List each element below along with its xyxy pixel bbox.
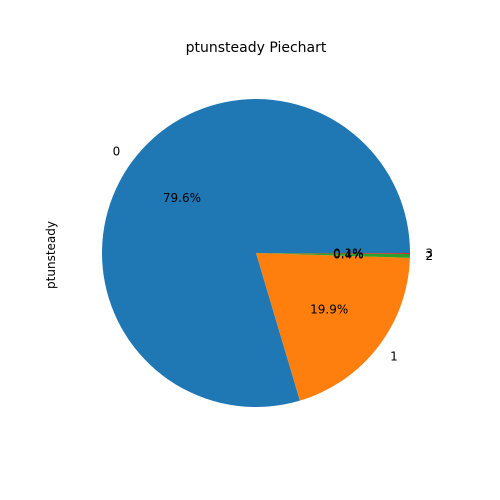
pie-labels: 0 79.6% 1 19.9% 2 0.4% 3 0.1% [113,145,433,364]
pie-slices [101,98,411,407]
y-axis-label: ptunsteady [44,221,58,289]
pie-slice-3 [256,253,411,254]
pie-category-label-2: 2 [425,249,433,263]
pie-category-label-3: 3 [425,247,433,261]
pie-category-label-1: 1 [390,349,398,363]
chart-title: ptunsteady Piechart [186,40,327,56]
pie-slice-1 [256,253,410,401]
pie-slice-2 [256,253,410,258]
pie-percent-label-3: 0.1% [333,246,364,260]
pie-percent-label-0: 79.6% [163,191,201,205]
pie-category-label-0: 0 [113,145,121,159]
pie-slice-0 [101,98,411,407]
pie-percent-label-2: 0.4% [333,248,364,262]
pie-percent-label-1: 19.9% [310,302,348,316]
